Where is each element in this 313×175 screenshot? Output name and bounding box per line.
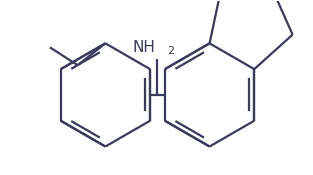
Text: 2: 2	[167, 46, 175, 56]
Text: NH: NH	[133, 40, 156, 55]
